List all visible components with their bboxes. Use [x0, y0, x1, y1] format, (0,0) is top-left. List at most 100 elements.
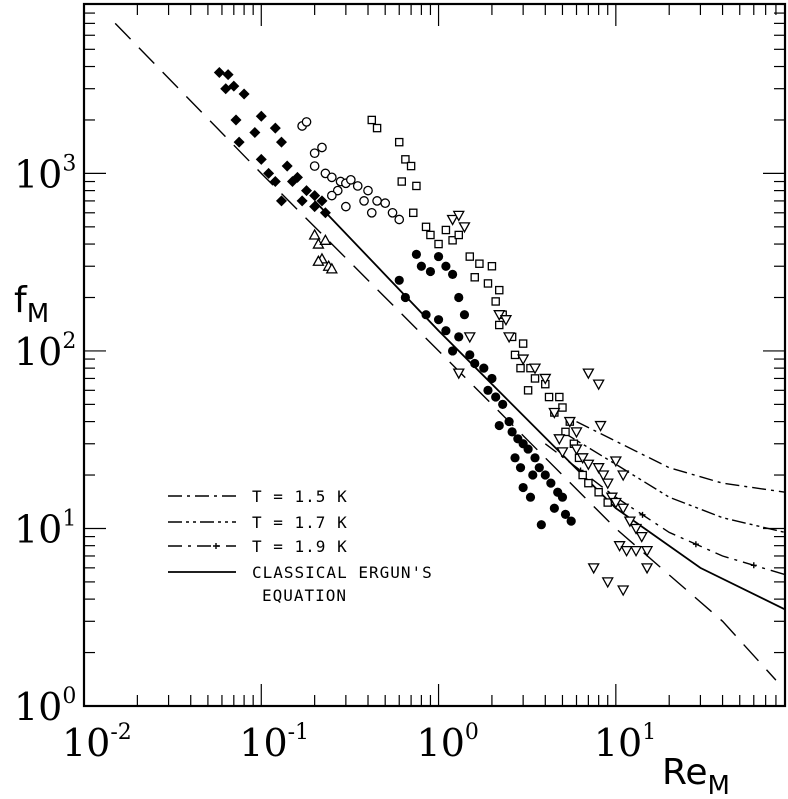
point-filled-circle: [441, 326, 451, 336]
point-filled-diamond: [213, 67, 225, 79]
point-open-square: [584, 478, 593, 488]
point-open-triangle-down: [594, 420, 607, 432]
point-open-triangle-down: [597, 470, 610, 482]
point-filled-circle: [528, 470, 538, 480]
point-open-circle: [380, 198, 391, 208]
point-open-square: [487, 261, 497, 271]
point-filled-diamond: [238, 88, 250, 100]
point-filled-circle: [504, 416, 514, 427]
point-open-circle: [309, 148, 320, 159]
point-open-triangle-down: [446, 214, 459, 226]
point-open-square: [465, 252, 475, 261]
point-filled-circle: [525, 492, 536, 502]
point-filled-circle: [416, 261, 426, 271]
point-open-square: [441, 225, 451, 235]
x-tick-label: 100: [417, 720, 479, 765]
point-filled-circle: [530, 453, 540, 463]
point-open-triangle-down: [556, 447, 569, 459]
point-open-triangle-down: [617, 470, 630, 482]
point-filled-diamond: [269, 122, 281, 134]
point-filled-circle: [523, 444, 533, 454]
legend-label: T = 1.9 K: [252, 537, 348, 556]
legend-label-line2: EQUATION: [262, 586, 347, 605]
point-open-square: [495, 320, 504, 330]
point-open-triangle-down: [576, 453, 589, 465]
point-filled-diamond: [301, 185, 313, 197]
point-open-triangle-down: [452, 210, 465, 222]
point-open-square: [470, 273, 479, 282]
point-filled-circle: [433, 251, 444, 262]
plot-frame: [82, 2, 787, 708]
point-open-square: [555, 392, 564, 402]
point-open-triangle-down: [617, 585, 630, 597]
point-open-triangle-down: [528, 363, 542, 375]
legend-label: T = 1.7 K: [252, 513, 348, 532]
point-open-triangle-down: [548, 407, 561, 419]
point-filled-circle: [560, 509, 571, 520]
point-open-triangle-down: [617, 503, 630, 515]
point-open-circle: [345, 174, 356, 185]
point-filled-circle: [447, 269, 458, 279]
point-open-square: [372, 123, 382, 133]
point-open-circle: [372, 196, 382, 206]
point-open-triangle-down: [463, 332, 476, 344]
curve-dash-plus: [544, 443, 786, 576]
point-filled-diamond: [296, 195, 308, 207]
point-filled-circle: [507, 427, 517, 437]
x-tick-label: 10-2: [62, 720, 132, 765]
point-filled-circle: [400, 292, 410, 303]
point-filled-circle: [470, 358, 480, 369]
point-filled-circle: [433, 315, 444, 325]
point-open-triangle-down: [640, 546, 654, 557]
point-filled-circle: [487, 373, 497, 384]
y-tick-label: 103: [14, 151, 76, 196]
point-filled-diamond: [275, 136, 287, 148]
point-open-triangle: [312, 254, 325, 266]
point-filled-diamond: [233, 136, 245, 148]
curve-dash-dot-dot: [562, 431, 786, 534]
point-filled-diamond: [309, 201, 321, 213]
point-open-circle: [352, 181, 363, 191]
point-filled-diamond: [230, 114, 242, 126]
point-open-circle: [301, 117, 312, 127]
point-open-triangle-down: [620, 546, 633, 557]
point-open-triangle-down: [539, 373, 552, 385]
point-filled-diamond: [275, 195, 287, 207]
point-open-square: [394, 137, 404, 147]
x-axis-label: ReM: [662, 752, 730, 799]
point-filled-circle: [498, 399, 508, 409]
point-open-circle: [366, 207, 377, 218]
curve-dash-dot: [576, 420, 786, 493]
tick-labels: 10-2 10-1 100 101 100 101 102 103: [14, 151, 656, 765]
point-open-circle: [387, 207, 398, 218]
curve-plus-mark: [750, 562, 757, 569]
point-open-circle: [309, 161, 320, 171]
point-filled-circle: [510, 453, 520, 463]
point-filled-circle: [518, 482, 528, 493]
point-filled-diamond: [316, 195, 328, 207]
point-open-square: [412, 181, 421, 191]
point-open-square: [523, 386, 533, 395]
point-filled-circle: [465, 350, 475, 360]
point-filled-circle: [546, 478, 556, 488]
point-open-circle: [326, 190, 337, 201]
point-open-circle: [317, 142, 327, 153]
point-open-triangle-down: [592, 463, 605, 475]
point-filled-diamond: [281, 160, 293, 172]
plot-border: [82, 2, 787, 708]
point-open-triangle-down: [640, 563, 654, 575]
point-filled-circle: [540, 470, 550, 480]
point-open-square: [367, 115, 377, 125]
point-open-square: [558, 403, 567, 412]
point-open-square: [421, 222, 431, 232]
point-open-triangle: [319, 233, 332, 245]
point-open-triangle-down: [452, 368, 465, 380]
point-open-triangle-down: [609, 497, 622, 509]
point-open-triangle-down: [592, 379, 605, 391]
curve-plus-mark: [692, 541, 699, 548]
point-filled-circle: [425, 266, 436, 277]
y-tick-label: 102: [14, 329, 76, 374]
point-filled-diamond: [263, 167, 275, 179]
point-filled-circle: [557, 492, 568, 502]
